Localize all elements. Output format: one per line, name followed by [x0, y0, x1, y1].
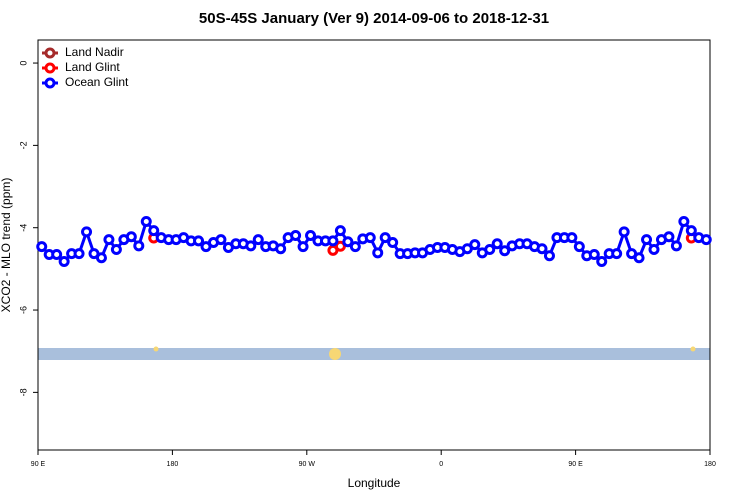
point: [245, 240, 257, 252]
point: [297, 241, 309, 253]
y-tick-label: -2: [18, 141, 28, 149]
point: [125, 231, 137, 243]
point: [536, 243, 548, 255]
point: [73, 248, 85, 260]
point: [275, 243, 287, 255]
legend-marker: [44, 62, 56, 74]
point: [334, 225, 346, 237]
y-axis-label: XCO2 - MLO trend (ppm): [0, 178, 13, 313]
point: [648, 244, 660, 256]
point: [103, 234, 115, 246]
point: [148, 225, 160, 237]
y-tick-label: 0: [18, 61, 28, 66]
point: [334, 240, 346, 252]
legend-label: Land Glint: [65, 60, 120, 74]
point: [51, 248, 63, 260]
point: [140, 216, 152, 228]
point: [678, 216, 690, 228]
point: [573, 241, 585, 253]
surface-band: [38, 348, 710, 360]
point: [349, 241, 361, 253]
point: [641, 234, 653, 246]
point: [566, 232, 578, 244]
point: [499, 245, 511, 257]
y-tick-label: -8: [18, 388, 28, 396]
x-tick-label: 0: [439, 461, 443, 468]
legend-label: Ocean Glint: [65, 75, 129, 89]
point: [327, 235, 339, 247]
point: [700, 234, 712, 246]
y-tick-label: -4: [18, 224, 28, 232]
point: [58, 255, 70, 267]
land-spot: [329, 348, 341, 360]
point: [290, 230, 302, 242]
point: [372, 247, 384, 259]
point: [364, 232, 376, 244]
land-spot: [690, 346, 696, 352]
point: [305, 230, 317, 242]
x-tick-label: 90 E: [568, 461, 583, 468]
point: [543, 250, 555, 262]
legend-label: Land Nadir: [65, 45, 124, 59]
point: [611, 248, 623, 260]
point: [685, 225, 697, 237]
point: [633, 252, 645, 264]
point: [110, 244, 122, 256]
point: [491, 238, 503, 250]
point: [215, 234, 227, 246]
point: [36, 241, 48, 253]
point: [193, 235, 205, 247]
x-axis-label: Longitude: [348, 476, 401, 490]
x-tick-label: 180: [167, 461, 179, 468]
point: [618, 226, 630, 238]
point: [81, 226, 93, 238]
x-tick-label: 90 W: [299, 461, 316, 468]
point: [387, 237, 399, 249]
legend-marker: [44, 77, 56, 89]
point: [588, 248, 600, 260]
x-tick-label: 180: [704, 461, 716, 468]
point: [379, 232, 391, 244]
point: [469, 239, 481, 251]
point: [670, 240, 682, 252]
point: [95, 252, 107, 264]
point: [484, 244, 496, 256]
chart-title: 50S-45S January (Ver 9) 2014-09-06 to 20…: [199, 10, 549, 27]
legend-marker: [44, 47, 56, 59]
point: [342, 236, 354, 248]
point: [663, 231, 675, 243]
y-tick-label: -6: [18, 306, 28, 314]
land-spot: [153, 346, 159, 352]
point: [252, 234, 264, 246]
x-tick-label: 90 E: [31, 461, 46, 468]
point: [133, 240, 145, 252]
point: [596, 255, 608, 267]
